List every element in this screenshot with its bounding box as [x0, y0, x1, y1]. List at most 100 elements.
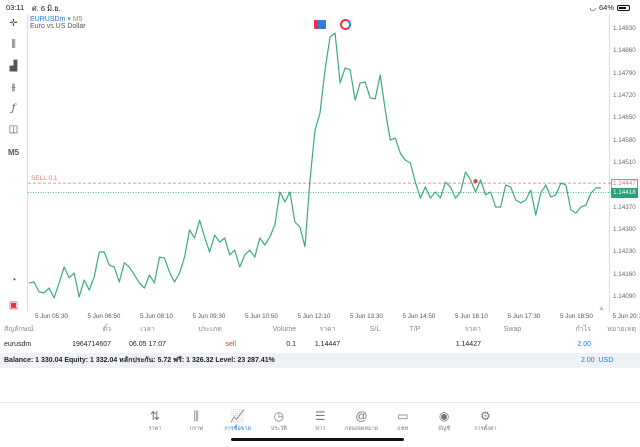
x-tick-label: 5 Jun 16:10 [455, 313, 488, 320]
chart-canvas[interactable]: SELL 0.1 ▲ [28, 14, 611, 312]
y-tick-label: 1.14650 [613, 114, 636, 122]
price-axis: 1.14930 1.14860 1.14790 1.14720 1.14650 1.145… [610, 14, 640, 312]
column-header[interactable]: สัญลักษณ์ [4, 325, 34, 333]
nav-icon: ⇅ [149, 409, 161, 423]
x-tick-label: 5 Jun 17:30 [507, 313, 541, 320]
nav-tab-4[interactable]: ☰ ข่าว [300, 409, 340, 433]
x-tick-label: 5 Jun 14:50 [402, 313, 436, 320]
cell-swap [485, 336, 540, 353]
price-chart[interactable]: SELL 0.1 ▲ [27, 14, 611, 312]
cell-tp [395, 336, 435, 353]
indicators-sliders-icon[interactable]: ⫵ [11, 82, 16, 93]
cell-profit: 2.00 [577, 341, 591, 348]
table-row[interactable]: eurusdm 1964714607 06.05 17:07 sell 0.1 … [0, 336, 640, 353]
x-tick-label: 5 Jun 13:30 [350, 313, 383, 320]
cell-type: sell [225, 341, 236, 348]
nav-icon: ⚙ [480, 409, 491, 423]
column-header[interactable]: Volume [272, 325, 296, 333]
cell-comment [595, 336, 640, 353]
symbol-description: Euro vs US Dollar [30, 23, 86, 30]
nav-tab-0[interactable]: ⇅ ราคา [135, 409, 175, 433]
y-tick-label: 1.14510 [613, 159, 636, 166]
nav-label: แชท [397, 426, 409, 432]
column-header[interactable]: เวลา [140, 325, 155, 333]
x-tick-label: 5 Jun 09:30 [192, 313, 226, 320]
scroll-end-icon: ▲ [598, 305, 605, 312]
nav-tab-1[interactable]: ⫼ กราฟ [176, 409, 216, 433]
symbol-name[interactable]: EURUSDm [30, 16, 66, 23]
nav-icon: ◷ [273, 409, 285, 423]
cell-sl [355, 336, 395, 353]
column-header[interactable]: ตั๋ว [102, 325, 111, 333]
nav-label: การซื้อขาย [224, 426, 251, 432]
battery-percent: 64% [598, 3, 614, 12]
column-header[interactable]: ประเภท [198, 325, 222, 333]
nav-icon: 📈 [230, 409, 246, 423]
one-click-trading-icon[interactable]: ◔ [10, 275, 17, 286]
y-tick-label: 1.14930 [613, 25, 636, 32]
cell-price: 1.14427 [455, 341, 481, 348]
battery-indicator: ◡ 64% [589, 3, 630, 12]
cell-volume: 0.1 [286, 341, 296, 348]
positions-table: สัญลักษณ์ ตั๋ว เวลา ประเภท Volume ราคา S/L T/P ร… [0, 322, 640, 353]
total-profit: 2.00 USD [581, 353, 613, 368]
nav-tab-2[interactable]: 📈 การซื้อขาย [218, 409, 258, 433]
time-axis: 5 Jun 05:30 5 Jun 06:50 5 Jun 08:10 5 Jun 0… [27, 312, 640, 322]
nav-tab-5[interactable]: @ กล่องจดหมาย [342, 409, 382, 433]
trade-panel-icon[interactable] [314, 20, 326, 29]
chart-symbol[interactable]: EURUSDm ▾ M5 [30, 15, 83, 23]
cell-symbol: eurusdm [4, 341, 32, 348]
x-tick-label: 5 Jun 10:50 [245, 313, 278, 320]
nav-icon: @ [355, 409, 368, 423]
nav-icon: ⫼ [193, 409, 200, 423]
cell-time: 06.05 17:07 [129, 341, 166, 348]
column-header[interactable]: S/L [369, 325, 381, 333]
status-time: 03:11 [6, 3, 25, 12]
current-price-tag: 1.14418 [611, 188, 638, 199]
objects-shapes-icon[interactable]: ◫ [8, 124, 19, 135]
nav-icon: ☰ [314, 409, 326, 423]
nav-label: การตั้งค่า [474, 426, 497, 432]
nav-icon: ◉ [438, 409, 450, 423]
y-tick-label: 1.14580 [613, 136, 636, 144]
wifi-icon: ◡ [589, 3, 596, 12]
nav-label: ราคา [148, 426, 162, 432]
y-tick-label: 1.14230 [613, 248, 636, 256]
y-tick-label: 1.14300 [613, 226, 636, 233]
bar-chart-icon[interactable]: ▟ [9, 61, 18, 72]
price-series-line [28, 32, 601, 299]
status-date: ศ. 6 มิ.ย. [32, 4, 61, 13]
nav-tab-3[interactable]: ◷ ประวัติ [259, 409, 299, 433]
column-header[interactable]: Swap [503, 325, 522, 333]
column-header[interactable]: T/P [409, 325, 421, 333]
x-tick-label: 5 Jun 05:30 [35, 313, 68, 320]
column-header[interactable]: ราคา [319, 325, 336, 333]
broker-logo-icon[interactable]: ▣ [8, 300, 19, 311]
crosshair-icon[interactable]: ✛ [9, 18, 18, 29]
y-tick-label: 1.14790 [613, 69, 636, 77]
y-tick-label: 1.14090 [613, 293, 636, 300]
cell-open-price: 1.14447 [314, 341, 341, 348]
column-header[interactable]: ราคา [464, 325, 481, 333]
quick-trade-icon[interactable] [340, 19, 351, 30]
status-bar: 03:11 ศ. 6 มิ.ย. ◡ 64% [0, 0, 640, 14]
x-tick-label: 5 Jun 06:50 [87, 313, 121, 320]
x-tick-label: 5 Jun 08:10 [140, 313, 173, 320]
column-header[interactable]: หมายเหตุ [607, 325, 636, 333]
timeframe-button[interactable]: M5 [7, 148, 20, 157]
nav-tab-6[interactable]: ▭ แชท [383, 409, 423, 433]
chart-type-candles-icon[interactable]: ⫼ [11, 39, 16, 50]
symbol-dropdown-arrow[interactable]: ▾ [67, 16, 71, 23]
home-indicator[interactable] [231, 438, 404, 441]
y-tick-label: 1.14720 [613, 92, 636, 99]
column-header[interactable]: กำไร [575, 325, 591, 333]
y-tick-label: 1.14370 [613, 203, 636, 211]
nav-icon: ▭ [397, 409, 409, 423]
nav-tab-7[interactable]: ◉ บัญชี [424, 409, 464, 433]
nav-label: กราฟ [189, 426, 203, 432]
balance-bar: Balance: 1 330.04 Equity: 1 332.04 หลักป… [0, 353, 640, 368]
nav-label: บัญชี [438, 426, 451, 432]
function-icon[interactable]: ƒ [11, 103, 16, 114]
nav-tab-8[interactable]: ⚙ การตั้งค่า [465, 409, 505, 433]
chart-toolbar: ✛ ⫼ ▟ ⫵ ƒ ◫ M5 ◔ ▣ [0, 14, 27, 314]
